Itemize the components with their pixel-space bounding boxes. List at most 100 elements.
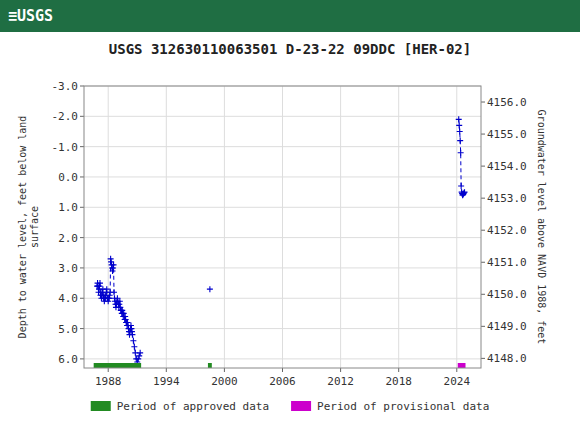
y2-tick-label: 4150.0 — [487, 288, 527, 301]
grid — [84, 86, 481, 368]
header-text: ≡USGS — [8, 7, 53, 25]
grid-line-x — [282, 86, 283, 368]
x-tick — [282, 368, 283, 372]
legend-swatch — [91, 401, 111, 411]
y-tick-label: 0.0 — [58, 171, 78, 184]
y-tick-label: 6.0 — [58, 353, 78, 366]
x-tick-label: 2012 — [327, 375, 354, 388]
y-tick — [80, 207, 84, 208]
x-tick — [456, 368, 457, 372]
y-tick — [80, 298, 84, 299]
data — [94, 116, 468, 368]
y-axis-label-line: Depth to water level, feet below land — [17, 116, 28, 339]
grid-line-y — [84, 358, 481, 359]
data-point — [458, 150, 464, 156]
y2-tick-label: 4156.0 — [487, 96, 527, 109]
period-bar — [458, 363, 466, 368]
data-point — [458, 183, 464, 189]
data-point — [106, 295, 112, 301]
y2-tick — [481, 166, 485, 167]
grid-line-x — [456, 86, 457, 368]
y-tick-label: 1.0 — [58, 201, 78, 214]
x-tick — [108, 368, 109, 372]
y-tick — [80, 267, 84, 268]
plot-background — [84, 86, 481, 368]
x-tick — [340, 368, 341, 372]
grid-line-y — [84, 207, 481, 208]
legend-entry: Period of provisional data — [317, 400, 489, 413]
y2-tick — [481, 358, 485, 359]
data-point — [456, 116, 462, 122]
data-point — [207, 286, 213, 292]
data-point — [456, 122, 462, 128]
grid-line-x — [398, 86, 399, 368]
y-tick-label: -3.0 — [52, 80, 79, 93]
data-point — [104, 286, 110, 292]
y2-tick — [481, 262, 485, 263]
legend: Period of approved data Period of provisi… — [91, 400, 490, 413]
data-point — [111, 289, 117, 295]
x-tick-label: 2018 — [385, 375, 412, 388]
axes: 1988199420002006201220182024-3.0-2.0-1.0… — [52, 80, 527, 388]
y-tick-label: -1.0 — [52, 141, 79, 154]
y2-axis-label: Groundwater level above NAVD 1988, feet — [536, 110, 547, 345]
y2-tick-label: 4155.0 — [487, 128, 527, 141]
y-tick — [80, 176, 84, 177]
data-point — [97, 280, 103, 286]
y2-tick-label: 4153.0 — [487, 192, 527, 205]
grid-line-x — [108, 86, 109, 368]
y2-tick — [481, 134, 485, 135]
y-tick — [80, 358, 84, 359]
period-bar — [94, 363, 141, 368]
data-point — [462, 189, 468, 195]
grid-line-y — [84, 328, 481, 329]
data-point — [131, 344, 137, 350]
chart: ≡USGSUSGS 312630110063501 D-23-22 09DDC … — [0, 0, 580, 430]
data-point — [111, 262, 117, 268]
grid-line-y — [84, 267, 481, 268]
x-tick-label: 1994 — [153, 375, 180, 388]
grid-line-x — [340, 86, 341, 368]
y-tick-label: -2.0 — [52, 110, 79, 123]
grid-line-y — [84, 237, 481, 238]
y2-tick — [481, 326, 485, 327]
data-point — [137, 350, 143, 356]
grid-line-x — [166, 86, 167, 368]
data-point — [457, 138, 463, 144]
y2-tick — [481, 198, 485, 199]
data-point — [461, 191, 467, 197]
x-tick — [166, 368, 167, 372]
y-tick-label: 2.0 — [58, 232, 78, 245]
plot-frame — [84, 86, 481, 368]
x-tick-label: 2000 — [211, 375, 238, 388]
grid-line-y — [84, 176, 481, 177]
x-tick-label: 2006 — [269, 375, 296, 388]
y2-tick-label: 4149.0 — [487, 320, 527, 333]
y2-tick-label: 4151.0 — [487, 256, 527, 269]
y2-tick — [481, 102, 485, 103]
grid-line-y — [84, 298, 481, 299]
y-tick-label: 5.0 — [58, 323, 78, 336]
grid-line-y — [84, 146, 481, 147]
y-tick-label: 4.0 — [58, 292, 78, 305]
series-line — [97, 259, 140, 362]
legend-entry: Period of approved data — [117, 400, 269, 413]
y2-tick-label: 4154.0 — [487, 160, 527, 173]
data-point — [136, 353, 142, 359]
y2-tick — [481, 230, 485, 231]
x-tick — [224, 368, 225, 372]
period-bar — [208, 363, 212, 368]
x-tick-label: 2024 — [444, 375, 471, 388]
data-point — [461, 190, 467, 196]
x-tick — [398, 368, 399, 372]
y2-tick-label: 4148.0 — [487, 352, 527, 365]
y2-tick-label: 4152.0 — [487, 224, 527, 237]
data-point — [135, 356, 141, 362]
legend-swatch — [291, 401, 311, 411]
data-point — [457, 128, 463, 134]
data-point — [130, 338, 136, 344]
data-point — [117, 298, 123, 304]
y-tick — [80, 237, 84, 238]
grid-line-x — [224, 86, 225, 368]
y-tick — [80, 86, 84, 87]
